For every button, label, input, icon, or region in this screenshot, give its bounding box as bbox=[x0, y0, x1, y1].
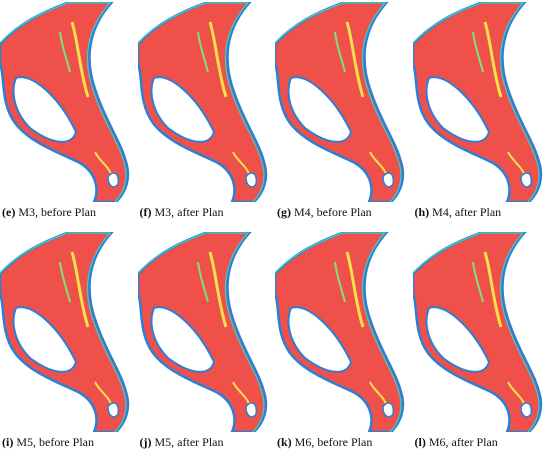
panel-label: (g) bbox=[277, 205, 291, 219]
panel-label: (f) bbox=[139, 205, 152, 219]
panel: (h) M4, after Plan bbox=[412, 2, 550, 220]
caption: (k) M6, before Plan bbox=[275, 435, 412, 450]
panel: (i) M5, before Plan bbox=[0, 232, 137, 450]
caption-text: M6, after Plan bbox=[428, 435, 498, 449]
panel-label: (h) bbox=[414, 205, 430, 219]
river-shape bbox=[275, 2, 405, 202]
river-shape bbox=[0, 232, 130, 432]
river-shape bbox=[275, 232, 405, 432]
panel: (j) M5, after Plan bbox=[137, 232, 275, 450]
caption-text: M3, after Plan bbox=[154, 205, 224, 219]
panel-label: (l) bbox=[414, 435, 426, 449]
caption: (h) M4, after Plan bbox=[413, 205, 550, 220]
river-shape bbox=[137, 232, 267, 432]
caption: (f) M3, after Plan bbox=[138, 205, 275, 220]
caption-text: M5, after Plan bbox=[154, 435, 224, 449]
panel-label: (e) bbox=[2, 205, 16, 219]
caption: (l) M6, after Plan bbox=[413, 435, 550, 450]
caption-text: M5, before Plan bbox=[16, 435, 94, 449]
panel-label: (k) bbox=[277, 435, 292, 449]
river-shape bbox=[412, 232, 542, 432]
caption: (j) M5, after Plan bbox=[138, 435, 275, 450]
river-map bbox=[275, 232, 405, 432]
caption-text: M3, before Plan bbox=[18, 205, 96, 219]
river-map bbox=[0, 2, 130, 202]
river-map bbox=[412, 2, 542, 202]
river-map bbox=[137, 2, 267, 202]
panel: (e) M3, before Plan bbox=[0, 2, 137, 220]
river-map bbox=[0, 232, 130, 432]
river-shape bbox=[0, 2, 130, 202]
panel-label: (j) bbox=[139, 435, 152, 449]
panel: (f) M3, after Plan bbox=[137, 2, 275, 220]
river-shape bbox=[412, 2, 542, 202]
panel: (k) M6, before Plan bbox=[275, 232, 412, 450]
caption-text: M4, after Plan bbox=[432, 205, 502, 219]
caption: (e) M3, before Plan bbox=[0, 205, 137, 220]
panel-label: (i) bbox=[2, 435, 14, 449]
caption: (g) M4, before Plan bbox=[275, 205, 412, 220]
caption: (i) M5, before Plan bbox=[0, 435, 137, 450]
caption-text: M6, before Plan bbox=[294, 435, 373, 449]
river-map bbox=[275, 2, 405, 202]
caption-text: M4, before Plan bbox=[294, 205, 372, 219]
panel: (g) M4, before Plan bbox=[275, 2, 412, 220]
river-map bbox=[412, 232, 542, 432]
river-map bbox=[137, 232, 267, 432]
river-shape bbox=[137, 2, 267, 202]
panel: (l) M6, after Plan bbox=[412, 232, 550, 450]
